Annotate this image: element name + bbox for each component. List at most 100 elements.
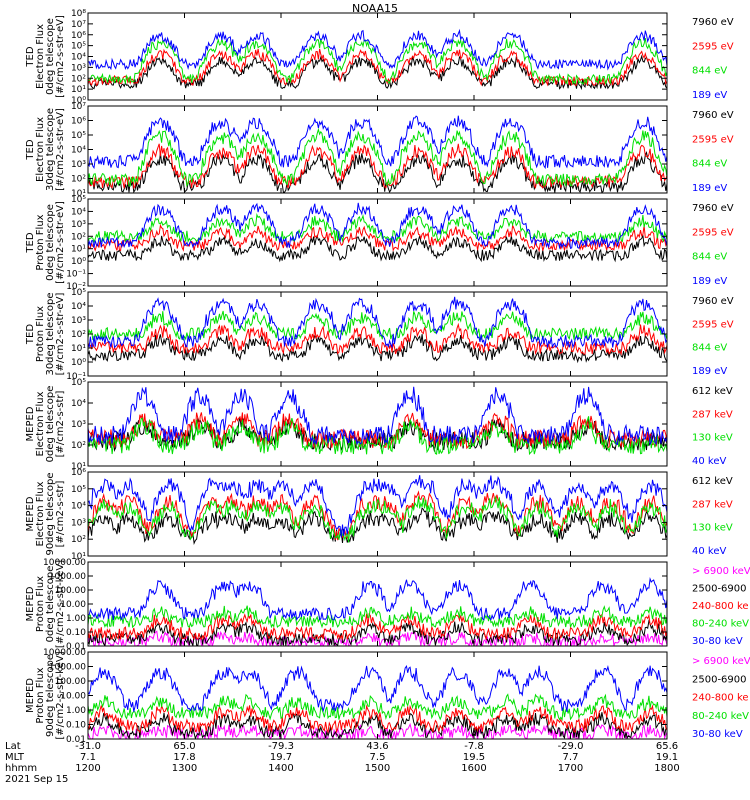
series-line: [88, 115, 667, 170]
y-axis-label: MEPED Electron Flux 0deg telescope [#/cm2-s…: [25, 386, 66, 463]
y-tick-label: 10⁵: [71, 195, 86, 205]
legend-entry: 189 eV: [692, 276, 727, 287]
y-tick-label: 10⁰: [71, 358, 86, 368]
y-axis-label-line: MEPED: [25, 496, 36, 531]
y-tick-label: 10⁴: [71, 207, 86, 217]
y-axis-label-line: [#/cm2-s-str-eV]: [55, 201, 66, 284]
footer-lat: 65.0: [173, 741, 195, 752]
legend-entry: 287 keV: [692, 409, 733, 420]
y-tick-label: 10⁶: [71, 31, 86, 41]
footer-lat: 65.6: [656, 741, 678, 752]
y-tick-label: 10.00: [60, 600, 86, 610]
panel-frame: [87, 198, 668, 287]
series-line: [88, 475, 667, 538]
y-tick-label: 0.10: [66, 721, 86, 731]
footer-mlt: 19.7: [270, 752, 292, 763]
footer-lat: -79.3: [268, 741, 294, 752]
y-axis-label-line: 30deg telescope: [45, 292, 56, 375]
y-axis-label-line: [#/cm2-s-str-eV]: [55, 293, 66, 376]
series-line: [88, 202, 667, 250]
legend-entry: 2595 eV: [692, 134, 734, 145]
y-tick-label: 10⁴: [71, 399, 86, 409]
series-line: [88, 334, 667, 364]
y-tick-label: 10³: [71, 420, 86, 430]
legend-entry: 30-80 keV: [692, 729, 743, 740]
series-line: [88, 605, 667, 629]
y-tick-label: 10⁸: [71, 9, 86, 19]
y-tick-label: 10⁵: [71, 131, 86, 141]
y-axis-label-line: Proton Flux: [35, 667, 46, 723]
legend-entry: 189 eV: [692, 183, 727, 194]
y-axis-label-line: [#/cm2-s-str-eV]: [55, 108, 66, 191]
footer-mlt: 19.5: [463, 752, 485, 763]
y-axis-label: MEPED Proton Flux 90deg telescope [#/cm2-s-…: [25, 651, 66, 739]
y-axis-label: TED Proton Flux 0deg telescope [#/cm2-s-str…: [25, 201, 66, 284]
legend-entry: 40 keV: [692, 546, 726, 557]
series-line: [88, 212, 667, 244]
legend-entry: 7960 eV: [692, 110, 734, 121]
y-tick-label: 1000.00: [49, 663, 86, 673]
panel-8: 0.010.101.0010.00100.001000.0010000.00ME…: [25, 648, 750, 745]
y-tick-label: 10⁻¹: [66, 372, 86, 382]
y-axis-label-line: [#/cm2-s-str-keV]: [55, 651, 66, 739]
y-tick-label: 1.00: [66, 706, 86, 716]
panel-data: [88, 386, 667, 456]
legend-entry: 189 eV: [692, 366, 727, 377]
y-axis-label-line: MEPED: [25, 586, 36, 621]
footer-hhmm: 1800: [654, 763, 679, 774]
y-tick-label: 10¹: [71, 245, 86, 255]
y-axis-label-line: Proton Flux: [35, 214, 46, 270]
series-line: [88, 577, 667, 622]
footer-hhmm: 1200: [75, 763, 100, 774]
panel-data: [88, 664, 667, 739]
legend-entry: 2500-6900: [692, 674, 747, 685]
series-line: [88, 296, 667, 349]
y-tick-label: 10⁰: [71, 96, 86, 106]
footer-mlt: 7.5: [370, 752, 386, 763]
y-tick-label: 10⁴: [71, 146, 86, 156]
y-tick-label: 10²: [71, 232, 86, 242]
y-axis-label-line: 0deg telescope: [45, 386, 56, 463]
legend-entry: 130 keV: [692, 433, 733, 444]
footer-hhmm: 1300: [172, 763, 197, 774]
panel-data: [88, 296, 667, 364]
panel-data: [88, 202, 667, 263]
footer-lat: -7.8: [464, 741, 484, 752]
y-tick-label: 10⁻¹: [66, 270, 86, 280]
legend-entry: 844 eV: [692, 66, 727, 77]
footer-lat: -29.0: [558, 741, 584, 752]
y-tick-label: 10¹: [71, 462, 86, 472]
legend-entry: 80-240 keV: [692, 619, 749, 630]
y-axis-label-line: MEPED: [25, 678, 36, 713]
series-line: [88, 612, 667, 641]
footer-mlt: 7.1: [80, 752, 96, 763]
y-axis-label-line: 0deg telescope: [45, 204, 56, 281]
footer-date: 2021 Sep 15: [5, 774, 68, 785]
series-line: [88, 704, 667, 734]
y-axis-label: MEPED Electron Flux 90deg telescope [#/cm2-…: [25, 472, 66, 555]
legend-entry: 844 eV: [692, 159, 727, 170]
y-axis-label-line: Proton Flux: [35, 306, 46, 362]
y-tick-label: 10⁶: [71, 117, 86, 127]
y-axis-label-line: 0deg telescope: [45, 566, 56, 643]
legend-entry: 844 eV: [692, 252, 727, 263]
y-tick-label: 10⁷: [71, 20, 86, 30]
y-axis-label-line: Electron Flux: [35, 481, 46, 546]
legend-entry: 7960 eV: [692, 296, 734, 307]
footer-row-label: Lat: [5, 741, 21, 752]
series-line: [88, 693, 667, 722]
legend-entry: 612 keV: [692, 386, 733, 397]
legend-entry: 287 keV: [692, 499, 733, 510]
y-axis-label-line: [#/cm2-s-str-keV]: [55, 560, 66, 648]
y-tick-label: 10²: [71, 330, 86, 340]
y-axis-label-line: [#/cm2-s-str]: [55, 480, 66, 547]
y-tick-label: 10⁵: [71, 288, 86, 298]
y-tick-label: 10¹: [71, 344, 86, 354]
series-line: [88, 495, 667, 543]
series-line: [88, 416, 667, 456]
series-line: [88, 48, 667, 87]
y-axis-label-line: Electron Flux: [35, 24, 46, 89]
legend-entry: 240-800 ke: [692, 693, 749, 704]
